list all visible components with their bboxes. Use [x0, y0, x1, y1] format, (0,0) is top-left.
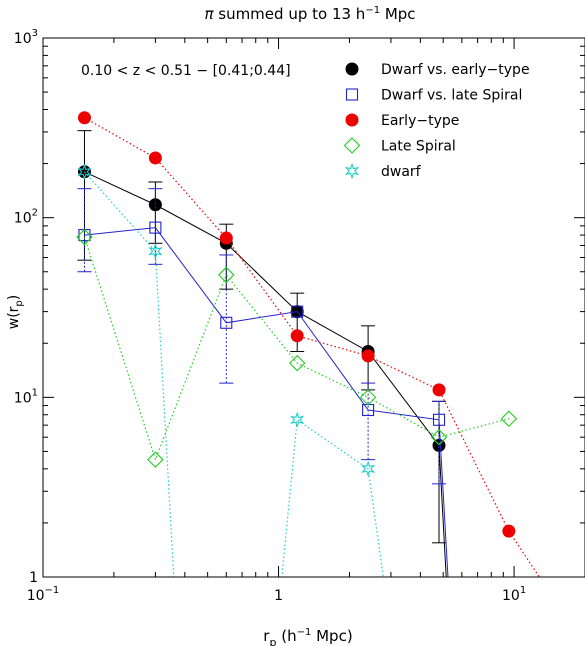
- x-label-sub: p: [269, 636, 276, 646]
- series-line: [83, 236, 510, 462]
- plot-frame: [42, 37, 585, 578]
- legend-label: Dwarf vs. early−type: [381, 62, 530, 78]
- legend-label: Dwarf vs. late Spiral: [381, 88, 522, 104]
- data-point: [432, 413, 446, 426]
- data-point: [218, 266, 235, 284]
- legend-label: Late Spiral: [381, 139, 456, 155]
- data-point: [288, 354, 306, 372]
- legend-marker: [345, 88, 359, 101]
- y-tick-label: 101: [14, 387, 38, 406]
- y-label-sub: p: [14, 300, 25, 306]
- x-tick-label: 1: [274, 588, 283, 604]
- title-pi: π: [204, 5, 214, 23]
- chart-title: π summed up to 13 h−1 Mpc: [204, 5, 415, 23]
- data-point: [149, 221, 162, 234]
- data-point: [430, 428, 448, 446]
- series-3: [76, 228, 518, 468]
- y-label-main: w(r: [6, 306, 22, 329]
- data-point: [148, 198, 162, 212]
- data-point: [220, 316, 233, 329]
- series-line: [84, 171, 447, 577]
- x-label-end: Mpc): [311, 627, 352, 645]
- axis-ticks: [42, 38, 585, 578]
- x-tick-label: 10−1: [27, 585, 60, 604]
- x-label-main: r: [263, 627, 270, 645]
- series-line: [84, 117, 541, 577]
- data-point: [432, 383, 446, 397]
- data-point: [148, 243, 163, 260]
- data-point: [219, 231, 233, 245]
- x-label-sup: −1: [297, 627, 312, 638]
- series-0: [77, 130, 447, 577]
- data-point: [77, 111, 91, 125]
- data-point: [290, 329, 304, 343]
- x-axis-label: rp (h−1 Mpc): [263, 627, 352, 646]
- data-point: [291, 305, 304, 318]
- data-point: [290, 411, 305, 428]
- data-point: [361, 460, 376, 478]
- data-point: [361, 349, 375, 363]
- legend-label: Early−type: [381, 113, 459, 129]
- legend-marker: [345, 62, 359, 76]
- legend-marker: [343, 137, 361, 154]
- data-point: [76, 228, 93, 246]
- y-tick-label: 102: [14, 208, 38, 227]
- title-unit: Mpc: [380, 5, 415, 23]
- legend-marker: [344, 162, 360, 180]
- series-2: [77, 111, 541, 577]
- y-tick-label: 1: [29, 570, 38, 586]
- y-axis-label: w(rp): [6, 295, 25, 330]
- data-point: [359, 389, 377, 406]
- series-line: [84, 227, 449, 577]
- data-point: [500, 410, 518, 428]
- series-line: [84, 171, 384, 577]
- x-label-mid: (h: [276, 627, 296, 645]
- y-tick-label: 103: [14, 28, 38, 47]
- annotation: 0.10 < z < 0.51 − [0.41;0.44]: [81, 63, 291, 79]
- series-4: [77, 163, 384, 577]
- series-layer: [76, 111, 541, 577]
- legend-label: dwarf: [381, 164, 422, 180]
- data-point: [77, 163, 92, 180]
- data-point: [147, 451, 164, 468]
- legend: Dwarf vs. early−type Dwarf vs. late Spira…: [343, 62, 530, 180]
- data-point: [148, 151, 162, 165]
- legend-marker: [345, 113, 359, 127]
- y-label-end: ): [6, 295, 22, 300]
- title-text: summed up to 13 h: [213, 5, 365, 23]
- series-1: [77, 188, 449, 577]
- data-point: [502, 524, 516, 538]
- title-sup: −1: [365, 5, 380, 16]
- x-tick-label: 101: [502, 585, 526, 604]
